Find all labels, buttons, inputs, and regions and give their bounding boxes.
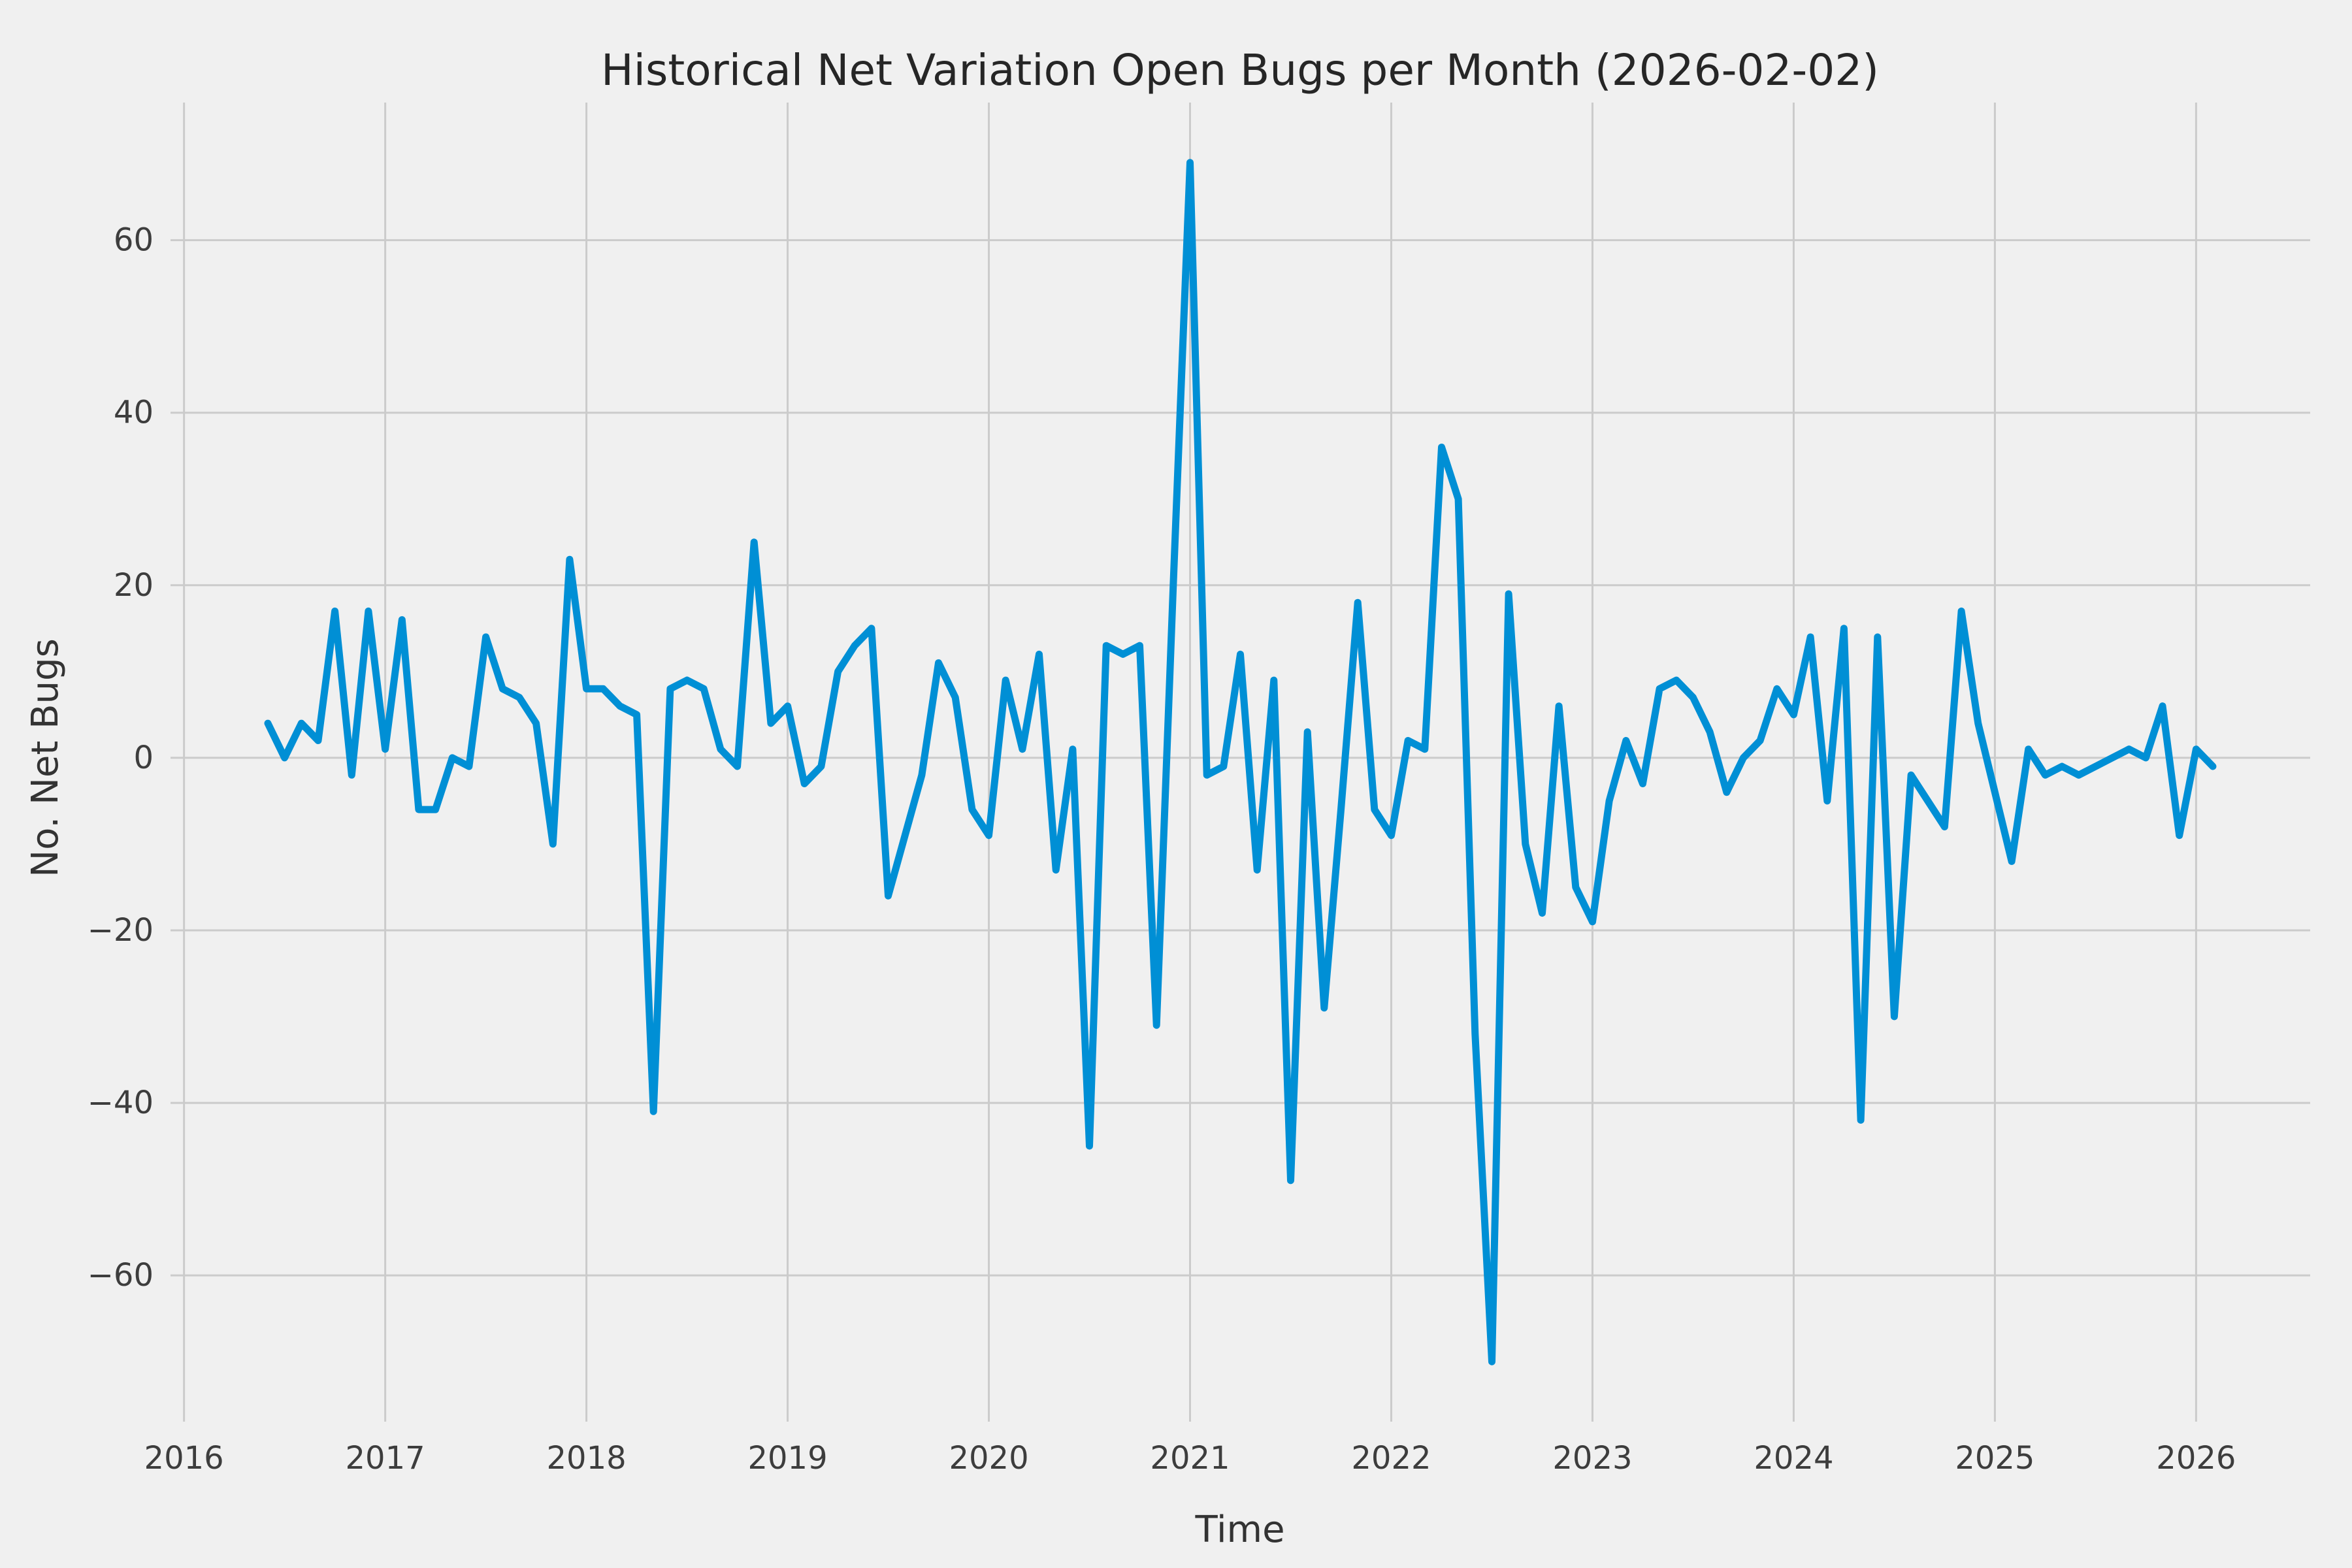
x-tick-label: 2026	[2156, 1440, 2236, 1477]
x-tick-label: 2017	[346, 1440, 425, 1477]
x-axis-label: Time	[1194, 1509, 1284, 1551]
horizontal-gridlines	[171, 239, 2310, 1277]
x-tick-label: 2024	[1754, 1440, 1833, 1477]
y-tick-label: 40	[114, 395, 154, 431]
x-tick-label: 2025	[1955, 1440, 2034, 1477]
y-tick-label: −20	[88, 912, 154, 949]
x-tick-label: 2020	[949, 1440, 1028, 1477]
x-tick-label: 2022	[1351, 1440, 1431, 1477]
y-axis-tick-labels: −60 −40 −20 0 20 40 60	[88, 222, 154, 1294]
y-tick-label: 20	[114, 567, 154, 604]
y-tick-label: −60	[88, 1257, 154, 1294]
chart-title: Historical Net Variation Open Bugs per M…	[601, 45, 1879, 95]
net-bugs-series-line	[264, 159, 2217, 1365]
x-tick-label: 2021	[1150, 1440, 1230, 1477]
y-tick-label: −40	[88, 1085, 154, 1121]
vertical-gridlines	[183, 103, 2197, 1422]
y-axis-label: No. Net Bugs	[24, 638, 67, 877]
y-tick-label: 0	[133, 740, 154, 776]
x-axis-tick-labels: 2016 2017 2018 2019 2020 2021 2022 2023 2024 2025…	[144, 1440, 2236, 1477]
x-tick-label: 2018	[547, 1440, 627, 1477]
y-tick-label: 60	[114, 222, 154, 259]
x-tick-label: 2016	[144, 1440, 224, 1477]
x-tick-label: 2019	[747, 1440, 827, 1477]
x-tick-label: 2023	[1552, 1440, 1632, 1477]
